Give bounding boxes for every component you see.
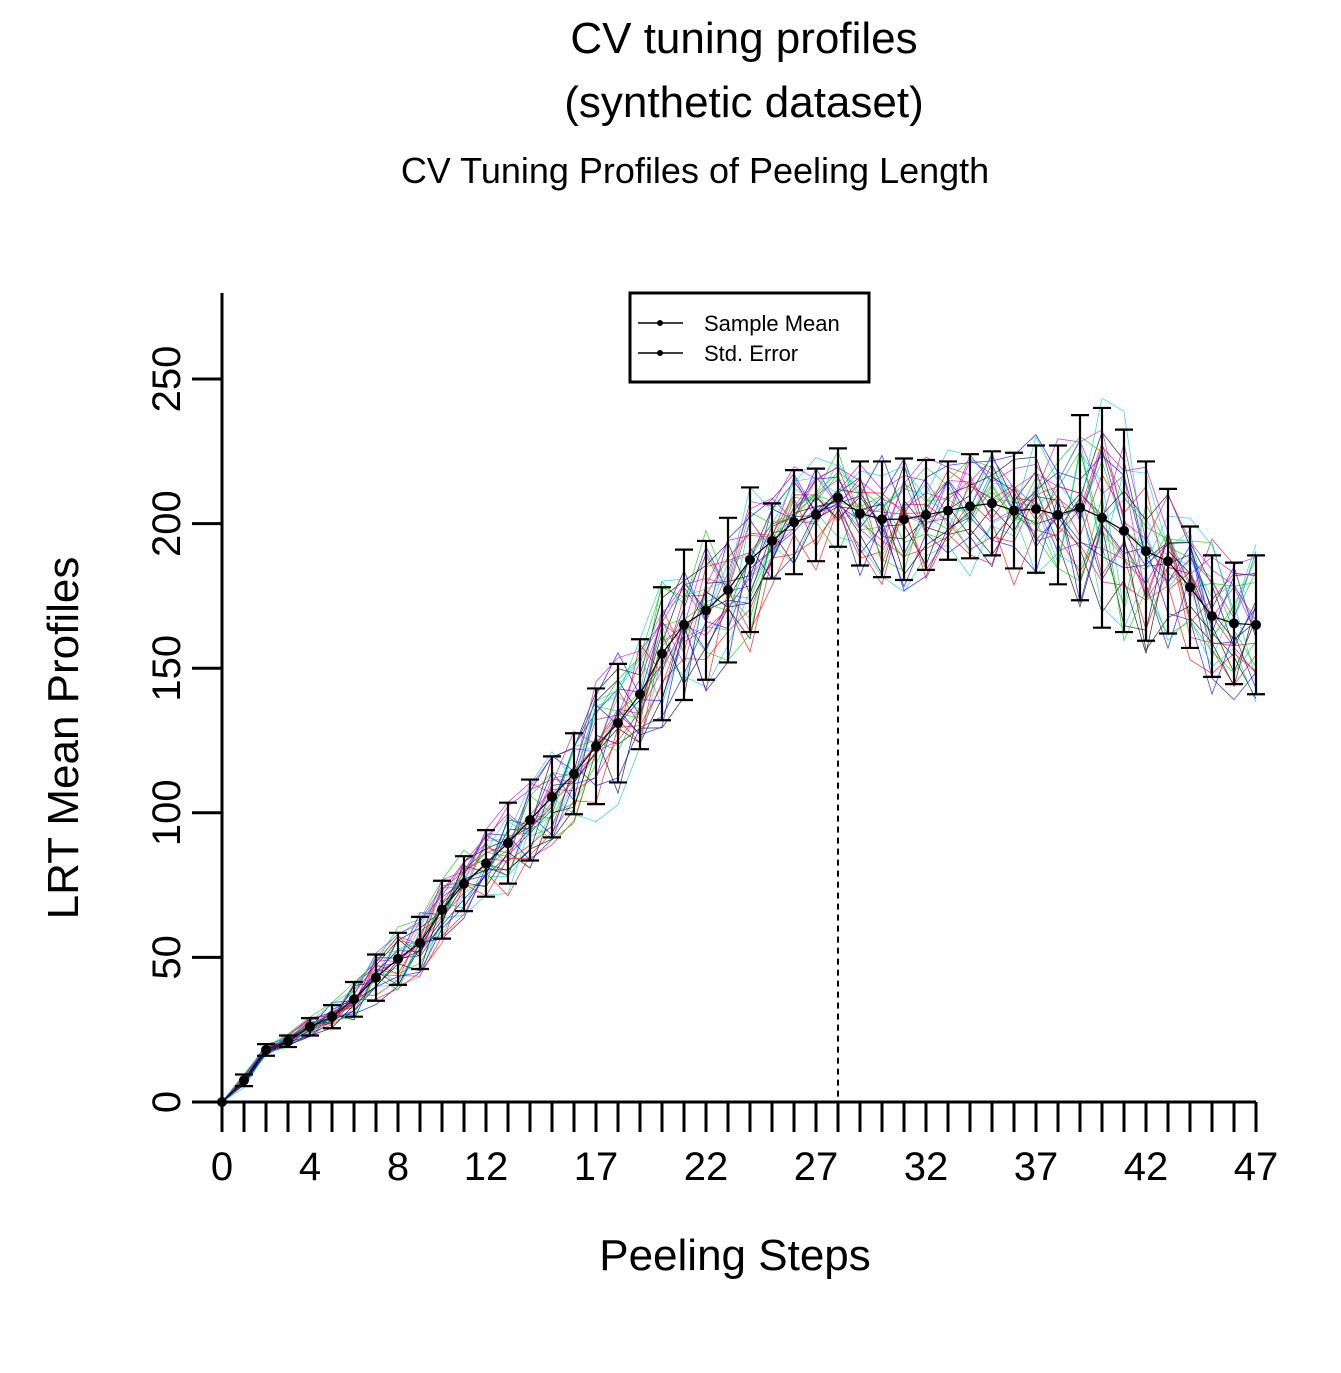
chart-subtitle: CV Tuning Profiles of Peeling Length [400, 150, 990, 191]
y-tick-label: 200 [145, 490, 189, 557]
sample-mean-point [1207, 611, 1217, 622]
cv-profile-line [221, 489, 1257, 1103]
y-tick-label: 150 [145, 635, 189, 702]
y-axis-label: LRT Mean Profiles [39, 557, 88, 920]
cv-profile-line [221, 429, 1257, 1103]
cv-profile-line [221, 497, 1257, 1103]
sample-mean-point [789, 517, 799, 528]
legend-label: Std. Error [704, 341, 798, 366]
y-tick-label: 100 [145, 779, 189, 846]
x-tick-label: 0 [211, 1145, 233, 1189]
sample-mean-point [657, 648, 667, 659]
x-tick-label: 37 [1014, 1145, 1059, 1189]
cv-profile-line [221, 447, 1257, 1103]
sample-mean-point [437, 904, 447, 915]
x-axis-label: Peeling Steps [599, 1231, 871, 1280]
sample-mean-point [283, 1036, 293, 1047]
cv-profile-line [221, 466, 1257, 1103]
sample-mean-point [371, 972, 381, 983]
legend-marker [657, 350, 663, 356]
cv-profile-line [221, 441, 1257, 1103]
sample-mean-point [569, 768, 579, 779]
sample-mean-point [745, 554, 755, 565]
sample-mean-point [943, 505, 953, 516]
y-tick-label: 0 [145, 1091, 189, 1113]
sample-mean-point [1163, 556, 1173, 567]
sample-mean-point [503, 838, 513, 849]
x-tick-label: 8 [387, 1145, 409, 1189]
sample-mean-point [459, 878, 469, 889]
chart-title-line2: (synthetic dataset) [564, 78, 924, 127]
sample-mean-point [833, 492, 843, 503]
chart-title-line1: CV tuning profiles [570, 14, 918, 63]
x-tick-label: 42 [1124, 1145, 1169, 1189]
x-tick-label: 32 [904, 1145, 949, 1189]
y-tick-label: 50 [145, 935, 189, 980]
sample-mean-point [1053, 509, 1063, 520]
sample-mean-point [1119, 525, 1129, 536]
sample-mean-point [547, 791, 557, 802]
cv-profile-line [221, 476, 1257, 1103]
cv-profile-line [221, 435, 1257, 1103]
axes: 0 4 8 12 17 22 27 32 37 42 47 0 50 100 150 200 250 [145, 293, 1278, 1189]
sample-mean-point [1251, 619, 1261, 630]
x-tick-label: 12 [464, 1145, 509, 1189]
sample-mean-point [327, 1011, 337, 1022]
legend-box [628, 291, 871, 384]
y-tick-label: 250 [145, 346, 189, 413]
sample-mean-point [261, 1044, 271, 1055]
sample-mean-point [415, 937, 425, 948]
sample-mean-point [1097, 512, 1107, 523]
sample-mean-point [1229, 618, 1239, 629]
sample-mean-point [767, 535, 777, 546]
legend: Sample Mean Std. Error [628, 291, 871, 384]
sample-mean-point [525, 815, 535, 826]
x-tick-label: 4 [299, 1145, 321, 1189]
sample-mean-point [635, 689, 645, 700]
cv-profile-line [221, 490, 1257, 1103]
sample-mean-point [965, 501, 975, 512]
x-tick-label: 27 [794, 1145, 839, 1189]
sample-mean-point [305, 1021, 315, 1032]
sample-mean-point [679, 619, 689, 630]
sample-mean-point [921, 509, 931, 520]
sample-mean-point [899, 514, 909, 525]
sample-mean-point [723, 585, 733, 596]
cv-profile-line [221, 431, 1257, 1103]
cv-profile-line [221, 497, 1257, 1103]
sample-mean-point [1141, 546, 1151, 557]
sample-mean-point [855, 508, 865, 519]
sample-mean-point [987, 498, 997, 509]
cv-profile-line [221, 503, 1257, 1103]
cv-profile-line [221, 497, 1257, 1103]
x-tick-label: 22 [684, 1145, 729, 1189]
sample-mean-point [877, 514, 887, 525]
sample-mean-series [217, 406, 1265, 1107]
sample-mean-point [1075, 502, 1085, 513]
x-tick-label: 17 [574, 1145, 619, 1189]
sample-mean-point [239, 1075, 249, 1086]
sample-mean-point [393, 953, 403, 964]
sample-mean-point [613, 718, 623, 729]
sample-mean-point [481, 858, 491, 869]
sample-mean-point [217, 1097, 227, 1107]
sample-mean-point [1185, 582, 1195, 593]
legend-marker [657, 320, 663, 326]
x-tick-label: 47 [1234, 1145, 1279, 1189]
sample-mean-point [811, 509, 821, 520]
sample-mean-point [701, 605, 711, 616]
sample-mean-point [591, 741, 601, 752]
sample-mean-point [1009, 505, 1019, 516]
cv-profile-line [221, 397, 1257, 1103]
cv-profile-line [221, 501, 1257, 1103]
sample-mean-point [349, 994, 359, 1005]
legend-label: Sample Mean [704, 311, 840, 336]
sample-mean-point [1031, 504, 1041, 515]
